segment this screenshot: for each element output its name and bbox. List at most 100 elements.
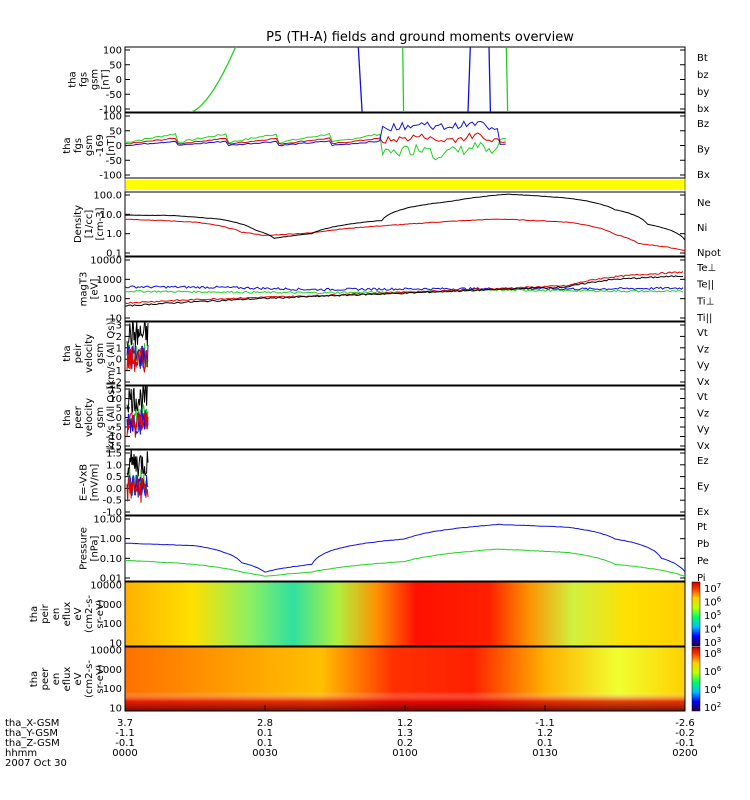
spectrogram-peir-image xyxy=(125,582,685,646)
y-axis-label: [nPa] xyxy=(90,535,101,561)
y-tick-label: 0.01 xyxy=(100,574,122,585)
footer-value: 1.2 xyxy=(397,718,413,729)
panel-frame xyxy=(124,515,686,582)
figure-title: P5 (TH-A) fields and ground moments over… xyxy=(266,30,574,45)
legend-Vx: Vx xyxy=(697,377,710,388)
panel-frame xyxy=(124,112,686,179)
y-axis-label: -169 xyxy=(95,134,106,157)
legend-Pi: Pi xyxy=(697,573,706,584)
footer-value: 0.2 xyxy=(397,738,413,749)
legend-Vz: Vz xyxy=(697,408,709,419)
footer-value: 0100 xyxy=(392,748,417,759)
y-axis-label: Pressure xyxy=(79,527,90,570)
colorbar-label: 107 xyxy=(704,582,721,595)
y-axis-label: peir xyxy=(40,603,51,623)
y-axis-label: eflux xyxy=(62,667,73,692)
y-tick-label: 10 xyxy=(109,314,122,325)
panel-peir-spectrogram: 10000 1000 100 10 tha peir en eflux eV (cm2-s-sr-… xyxy=(29,581,722,650)
y-tick-label: 100 xyxy=(103,294,122,305)
footer-value: 0.1 xyxy=(537,738,553,749)
y-axis-label: [1/cc] xyxy=(84,210,95,239)
footer-label: 2007 Oct 30 xyxy=(5,758,67,769)
legend-Ti⊥: Ti⊥ xyxy=(696,296,714,307)
series-by-jump2 xyxy=(505,47,509,112)
legend-Bz: Bz xyxy=(697,119,709,130)
series-by-jump xyxy=(402,47,405,112)
legend-Bt: Bt xyxy=(697,53,708,64)
series-burst-3 xyxy=(126,345,149,373)
y-tick-label: 15 xyxy=(109,385,122,396)
y-tick-label: 100 xyxy=(103,112,122,123)
y-tick-label: -10 xyxy=(106,432,122,443)
colorbar-peer xyxy=(691,646,701,712)
y-tick-label: 0.10 xyxy=(100,554,122,565)
panel-frame xyxy=(124,46,686,113)
spectrogram-peir xyxy=(124,581,701,647)
y-axis-label: gsm xyxy=(84,135,95,156)
y-tick-label: 1.0 xyxy=(106,229,122,240)
series-Te-par xyxy=(125,275,684,307)
panel-frame xyxy=(124,449,686,516)
y-axis-label: eV xyxy=(73,672,84,685)
status-bar xyxy=(125,180,685,190)
y-axis-label: tha xyxy=(29,671,40,687)
y-tick-label: 0 xyxy=(116,413,122,424)
time-axis xyxy=(124,705,686,711)
series-Te-perp xyxy=(125,271,684,305)
y-axis-label: [mV/m] xyxy=(90,464,101,502)
series-fgs-offset xyxy=(125,120,506,161)
panel-pressure: 10.00 1.00 0.10 0.01 Pressure [nPa] Pt Pb Pe Pi xyxy=(79,515,710,585)
y-axis-label: gsm xyxy=(95,343,106,364)
panel-fgs: 100 50 0 -50 -100 tha fgs gsm [nT] Bt bz by bx xyxy=(68,46,710,116)
y-tick-label: -50 xyxy=(106,90,122,101)
y-tick-label: 10 xyxy=(109,639,122,650)
legend-Pb: Pb xyxy=(697,539,709,550)
footer-value: 0000 xyxy=(112,748,137,759)
footer-value: 0200 xyxy=(672,748,697,759)
colorbar-label: 104 xyxy=(704,683,722,696)
y-axis-label: tha xyxy=(62,137,73,153)
y-axis-label: sr-eV) xyxy=(95,664,106,693)
footer-value: -0.2 xyxy=(675,728,695,739)
panel-density: 100.0 10.0 1.0 0.1 Density [1/cc] [cm-3] Ne Ni Np… xyxy=(73,191,721,260)
series-burst-0 xyxy=(126,450,149,477)
footer-value: -1.1 xyxy=(535,718,555,729)
colorbar-label: 106 xyxy=(704,665,722,678)
y-tick-label: -1 xyxy=(112,366,122,377)
y-axis-label: [km/s (All Qs)] xyxy=(106,382,117,454)
legend-Ne: Ne xyxy=(697,198,711,209)
y-tick-label: -0.5 xyxy=(102,496,122,507)
panel-frame xyxy=(124,321,686,386)
y-axis-label: sr-eV) xyxy=(95,599,106,628)
footer-value: 2.8 xyxy=(257,718,273,729)
legend-Ti||: Ti|| xyxy=(696,313,712,324)
legend-By: By xyxy=(697,145,710,156)
legend-Ni: Ni xyxy=(697,223,707,234)
footer-value: 0.1 xyxy=(257,728,273,739)
y-axis-label: tha xyxy=(29,606,40,622)
y-tick-label: -50 xyxy=(106,156,122,167)
series-Pi xyxy=(125,523,685,573)
legend-Bx: Bx xyxy=(697,170,710,181)
series-burst-2 xyxy=(126,407,149,435)
legend-Ey: Ey xyxy=(697,482,709,493)
series-density xyxy=(125,193,685,252)
legend-bx: bx xyxy=(697,104,709,115)
footer-value: -0.1 xyxy=(675,738,695,749)
series-Bz xyxy=(125,132,506,145)
y-tick-label: 50 xyxy=(109,126,122,137)
y-axis-label: peir xyxy=(73,343,84,363)
y-tick-label: 1.00 xyxy=(100,534,122,545)
series-burst-0 xyxy=(126,386,149,413)
footer-value: 3.7 xyxy=(117,718,133,729)
legend-Pe: Pe xyxy=(697,556,709,567)
y-tick-label: 1.0 xyxy=(106,460,122,471)
y-axis-label: [eV] xyxy=(90,279,101,300)
legend-Te⊥: Te⊥ xyxy=(696,263,716,274)
series-burst-0 xyxy=(126,322,149,349)
y-axis-label: fgs xyxy=(73,138,84,153)
series-burst-3 xyxy=(126,475,149,503)
